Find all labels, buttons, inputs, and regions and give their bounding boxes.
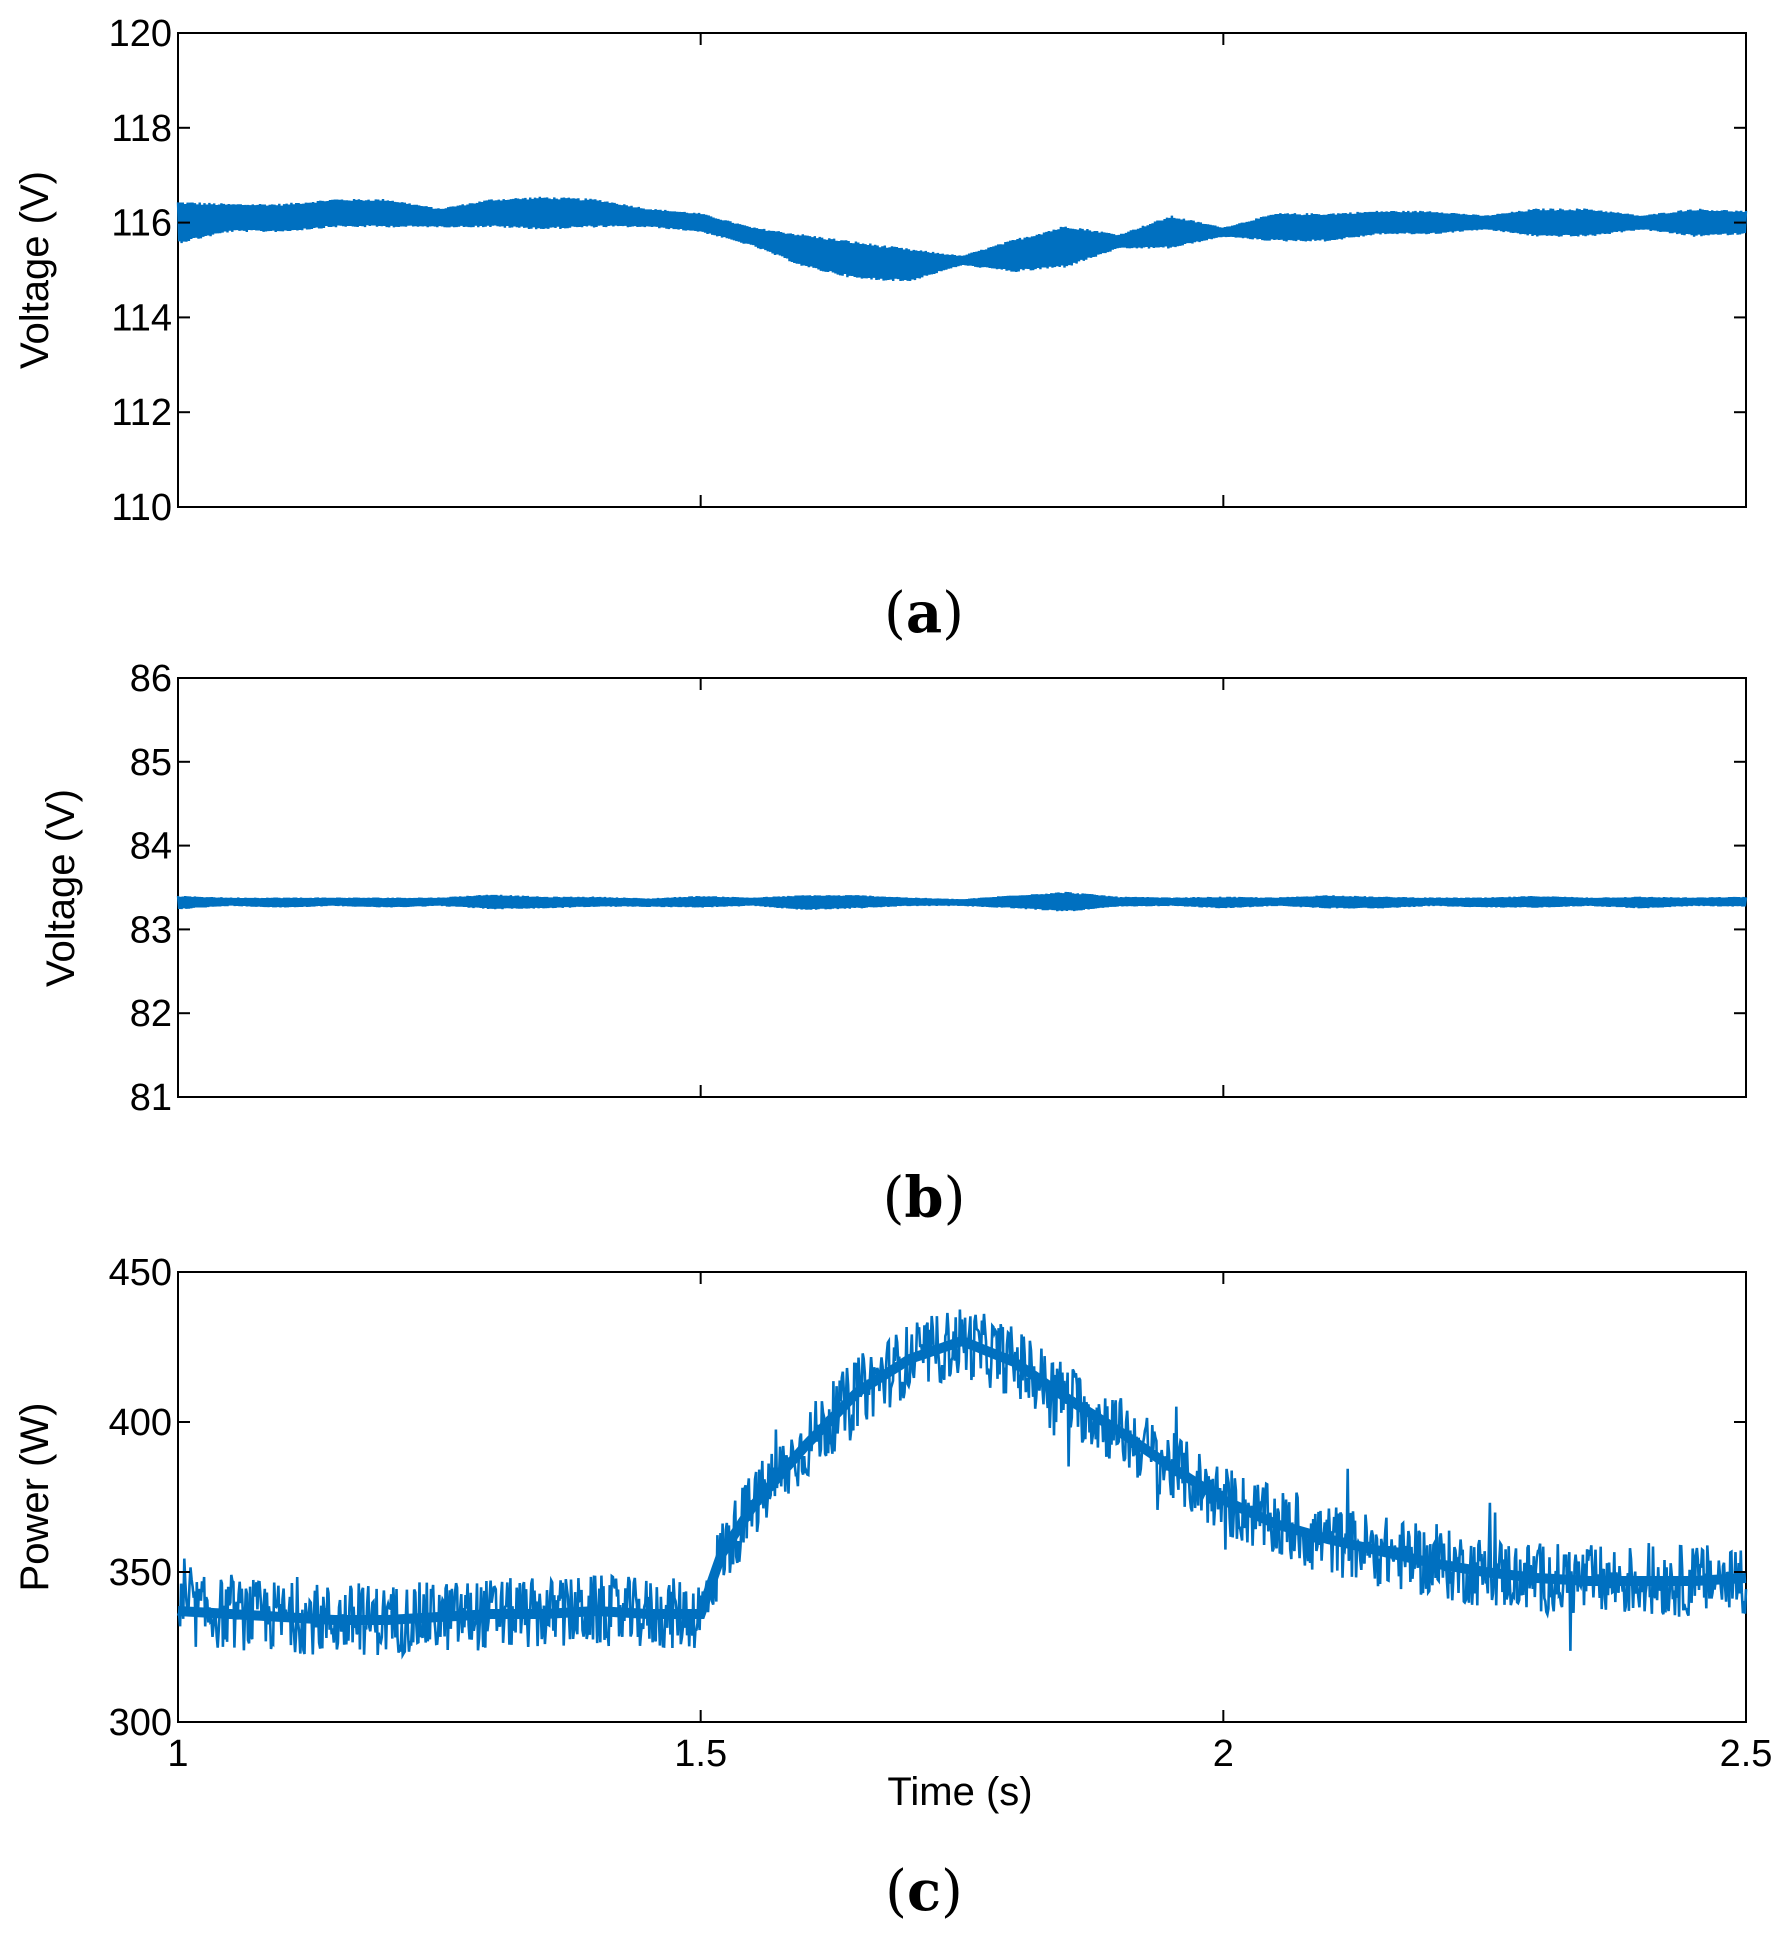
chart-b-plot-area bbox=[177, 677, 1747, 1098]
chart-c-y-ticks: 300 350 400 450 bbox=[109, 1252, 1746, 1744]
chart-c-ytick-label: 450 bbox=[109, 1252, 172, 1294]
chart-b-ytick-label: 82 bbox=[130, 993, 172, 1035]
chart-a-voltage-line bbox=[177, 210, 1746, 269]
chart-c-xlabel: Time (s) bbox=[887, 1770, 1032, 1814]
chart-b-ytick-label: 86 bbox=[130, 658, 172, 700]
chart-b-ytick-label: 85 bbox=[130, 742, 172, 784]
chart-c-x-ticks: 1 1.5 2 2.5 bbox=[167, 1272, 1772, 1775]
chart-c-power-line bbox=[176, 1309, 1748, 1660]
chart-a-ytick-label: 116 bbox=[111, 203, 172, 245]
chart-a-ytick-label: 114 bbox=[111, 297, 172, 339]
chart-a-ytick-label: 120 bbox=[109, 13, 172, 55]
chart-c-ylabel: Power (W) bbox=[13, 1403, 57, 1592]
chart-c-ytick-label: 400 bbox=[109, 1402, 172, 1444]
chart-b-voltage-line bbox=[177, 898, 1746, 906]
chart-b-series bbox=[176, 891, 1748, 912]
chart-c-plot-area bbox=[177, 1271, 1747, 1723]
chart-a-ylabel: Voltage (V) bbox=[13, 171, 57, 369]
chart-c-xtick-label: 2 bbox=[1213, 1733, 1234, 1775]
chart-b: 81 82 83 84 85 86 Voltage (V) (b) bbox=[39, 658, 1748, 1231]
chart-a-ytick-label: 110 bbox=[111, 487, 172, 529]
chart-b-y-ticks: 81 82 83 84 85 86 bbox=[130, 658, 1746, 1119]
chart-c-series bbox=[176, 1309, 1748, 1660]
chart-b-x-ticks bbox=[177, 678, 1747, 1097]
chart-a-panel-label: (a) bbox=[884, 580, 964, 646]
chart-c-xtick-label: 1 bbox=[167, 1733, 188, 1775]
chart-c-panel-label: (c) bbox=[885, 1858, 963, 1924]
chart-b-ytick-label: 84 bbox=[130, 826, 172, 868]
chart-c-xtick-label: 2.5 bbox=[1720, 1733, 1773, 1775]
chart-a-ytick-label: 112 bbox=[111, 392, 172, 434]
chart-c-power-core bbox=[177, 1335, 1747, 1625]
chart-b-panel-label: (b) bbox=[883, 1165, 966, 1231]
chart-b-ytick-label: 83 bbox=[130, 909, 172, 951]
chart-c-xtick-label: 1.5 bbox=[674, 1733, 727, 1775]
chart-b-ylabel: Voltage (V) bbox=[39, 789, 83, 987]
chart-a: 110 112 114 116 118 120 Voltage (V) (a) bbox=[13, 13, 1748, 646]
chart-a-series bbox=[176, 196, 1748, 282]
chart-c: 300 350 400 450 1 1.5 2 2.5 Power (W) Time (s)… bbox=[13, 1252, 1772, 1924]
chart-a-x-ticks bbox=[177, 33, 1747, 507]
chart-a-y-ticks: 110 112 114 116 118 120 bbox=[109, 13, 1746, 529]
chart-c-ytick-label: 300 bbox=[109, 1702, 172, 1744]
chart-b-ytick-label: 81 bbox=[130, 1077, 172, 1119]
chart-a-plot-area bbox=[177, 32, 1747, 508]
chart-a-ytick-label: 118 bbox=[111, 108, 172, 150]
chart-c-ytick-label: 350 bbox=[109, 1552, 172, 1594]
